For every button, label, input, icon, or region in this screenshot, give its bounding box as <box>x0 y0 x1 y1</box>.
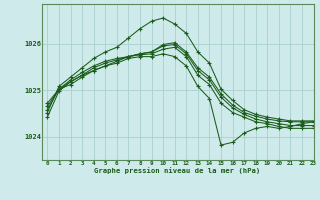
X-axis label: Graphe pression niveau de la mer (hPa): Graphe pression niveau de la mer (hPa) <box>94 167 261 174</box>
